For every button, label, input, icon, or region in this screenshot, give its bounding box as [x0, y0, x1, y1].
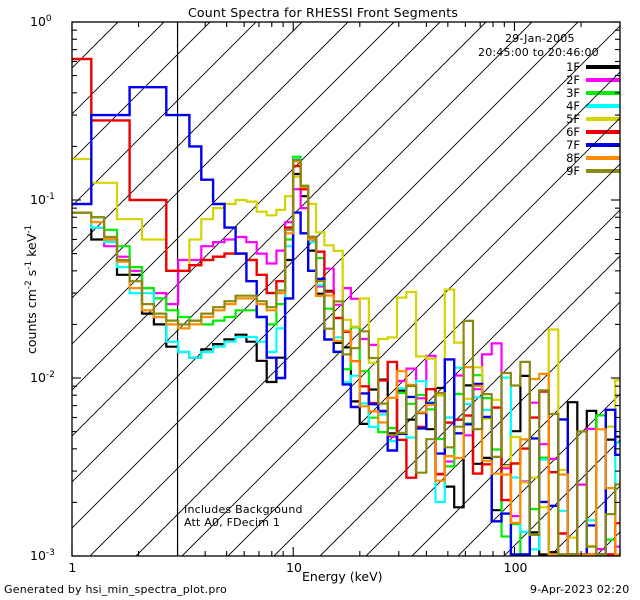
legend-color-swatch [586, 77, 620, 82]
hatch-line[interactable] [273, 22, 640, 556]
legend-label: 4F [566, 98, 580, 113]
hatch-line[interactable] [457, 22, 640, 556]
hatch-line[interactable] [0, 22, 119, 556]
time-range-annotation: 20:45:00 to 20:46:00 [478, 46, 599, 59]
hatched-region[interactable] [0, 22, 640, 556]
spectrum-line-9f[interactable] [72, 158, 620, 556]
plot-frame[interactable] [71, 21, 621, 557]
date-annotation: 29-Jan-2005 [505, 32, 575, 45]
legend-label: 3F [566, 85, 580, 100]
legend-color-swatch [586, 129, 620, 134]
y-axis-label-text: counts cm-2 s-1 keV-1 [23, 224, 39, 354]
spectrum-line-4f[interactable] [72, 157, 620, 556]
legend-color-swatch [586, 168, 620, 173]
background-note-line1: Includes Background [184, 503, 303, 516]
axis-ticks[interactable] [71, 21, 621, 557]
hatch-line[interactable] [0, 22, 533, 556]
series-group[interactable] [72, 57, 620, 556]
hatch-line[interactable] [135, 22, 640, 556]
legend-color-swatch [586, 155, 620, 160]
spectrum-line-8f[interactable] [72, 160, 620, 556]
hatch-line[interactable] [0, 22, 349, 556]
spectrum-line-6f[interactable] [72, 57, 620, 556]
hatch-line[interactable] [0, 22, 165, 556]
hatch-line[interactable] [227, 22, 640, 556]
legend-label: 6F [566, 124, 580, 139]
spectrum-line-1f[interactable] [72, 172, 620, 556]
legend-color-swatch [586, 142, 620, 147]
hatch-line[interactable] [0, 22, 441, 556]
spectrum-line-5f[interactable] [72, 157, 620, 556]
x-axis-label: Energy (keV) [302, 569, 383, 584]
footer-generator-text: Generated by hsi_min_spectra_plot.pro [4, 583, 227, 596]
legend-item-6f[interactable]: 6F [536, 124, 620, 139]
footer-timestamp: 9-Apr-2023 02:20 [530, 583, 630, 596]
x-tick-label: 100 [503, 560, 528, 575]
y-tick-label: 10-3 [30, 547, 55, 563]
hatch-line[interactable] [44, 22, 579, 556]
y-tick-label: 100 [30, 13, 52, 29]
hatch-line[interactable] [89, 22, 624, 556]
legend-item-9f[interactable]: 9F [536, 163, 620, 178]
legend-item-4f[interactable]: 4F [536, 98, 620, 113]
x-tick-label: 10 [286, 560, 302, 575]
x-tick-label: 1 [68, 560, 77, 575]
hatch-line[interactable] [0, 22, 211, 556]
hatch-line[interactable] [549, 22, 640, 556]
legend-label: 7F [566, 137, 580, 152]
hatch-line[interactable] [503, 22, 640, 556]
hatch-line[interactable] [319, 22, 640, 556]
legend-color-swatch [586, 116, 620, 121]
attenuator-note-line2: Att A0, FDecim 1 [184, 516, 281, 529]
legend-item-7f[interactable]: 7F [536, 137, 620, 152]
chart-title: Count Spectra for RHESSI Front Segments [188, 5, 459, 20]
y-tick-label: 10-1 [30, 191, 55, 207]
legend-color-swatch [586, 90, 620, 95]
hatch-line[interactable] [181, 22, 640, 556]
legend-label: 9F [566, 163, 580, 178]
hatch-line[interactable] [0, 22, 303, 556]
y-tick-label: 10-2 [30, 369, 55, 385]
spectrum-line-2f[interactable] [72, 188, 620, 556]
hatch-line[interactable] [595, 22, 640, 556]
y-axis-label: counts cm-2 s-1 keV-1 [24, 224, 153, 369]
spectrum-line-7f[interactable] [72, 86, 620, 556]
legend-item-3f[interactable]: 3F [536, 85, 620, 100]
legend-color-swatch [586, 103, 620, 108]
hatch-line[interactable] [0, 22, 395, 556]
legend-color-swatch [586, 64, 620, 69]
hatch-line[interactable] [0, 22, 487, 556]
